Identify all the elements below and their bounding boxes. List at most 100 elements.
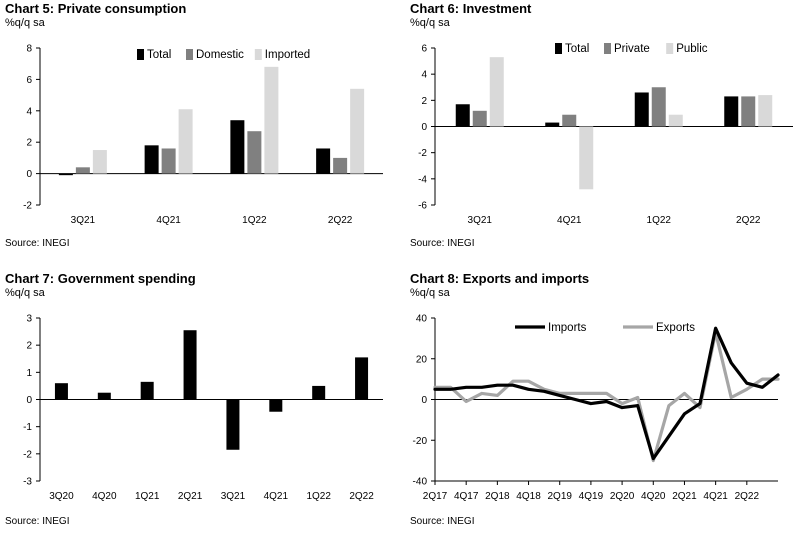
legend-swatch — [137, 49, 144, 60]
chart-title: Chart 8: Exports and imports — [410, 271, 590, 286]
private-consumption-chart: -2 0 2 4 6 8 3Q21 4Q21 1Q22 2Q22 Total Domestic Impo… — [23, 44, 383, 226]
x-tick-label: 2Q19 — [547, 491, 572, 502]
bar — [183, 330, 197, 400]
legend-label: Imports — [548, 322, 587, 334]
chart-unit: %q/q sa — [5, 17, 45, 29]
chart-title: Chart 5: Private consumption — [5, 1, 187, 16]
y-tick-label: 6 — [26, 75, 32, 86]
chart-source: Source: INEGI — [410, 516, 475, 527]
legend-swatch — [666, 43, 674, 54]
y-tick-label: -40 — [413, 477, 428, 488]
y-tick-label: 3 — [26, 314, 32, 325]
x-tick-label: 2Q22 — [349, 491, 374, 502]
legend: Imports Exports — [515, 322, 695, 334]
y-tick-label: 8 — [26, 44, 32, 55]
y-tick-label: 6 — [421, 44, 427, 55]
series-line-exports — [433, 330, 780, 463]
chart-source: Source: INEGI — [5, 516, 70, 527]
legend: Total Private Public — [555, 43, 708, 55]
bar — [316, 148, 331, 174]
bar — [161, 148, 176, 174]
y-tick-label: 40 — [416, 314, 428, 325]
exports-imports-chart: -40 -20 0 20 40 2Q17 4Q17 2Q18 4Q18 2Q19 4Q19 2Q20 4… — [413, 314, 780, 502]
x-tick-label: 1Q22 — [306, 491, 331, 502]
x-tick-label: 4Q21 — [156, 215, 181, 226]
y-tick-label: -3 — [23, 477, 32, 488]
legend-swatch — [604, 43, 611, 54]
legend-swatch — [186, 49, 193, 60]
x-tick-label: 4Q21 — [703, 491, 728, 502]
y-tick-label: -4 — [418, 174, 427, 185]
bar — [634, 92, 649, 127]
chart-source: Source: INEGI — [5, 238, 70, 249]
y-tick-label: 2 — [421, 96, 427, 107]
bar — [333, 157, 348, 174]
bar — [92, 150, 107, 174]
bar — [651, 87, 666, 127]
bar — [269, 399, 283, 412]
bar — [140, 381, 154, 400]
x-tick-label: 2Q22 — [735, 491, 760, 502]
legend-label: Imported — [265, 49, 310, 61]
bar — [97, 392, 111, 400]
x-tick-label: 3Q21 — [221, 491, 246, 502]
y-tick-label: 20 — [416, 354, 428, 365]
legend-swatch — [555, 43, 562, 54]
bar — [247, 131, 262, 174]
government-spending-chart: -3 -2 -1 0 1 2 3 3Q20 4Q20 1Q21 2Q21 3Q21 4Q21 1Q22 2Q… — [23, 314, 383, 502]
x-tick-label: 2Q21 — [672, 491, 697, 502]
x-tick-label: 2Q21 — [178, 491, 203, 502]
y-tick-label: 0 — [421, 395, 427, 406]
legend-swatch — [254, 49, 262, 60]
chart-title: Chart 6: Investment — [410, 1, 532, 16]
x-tick-label: 4Q20 — [92, 491, 117, 502]
x-tick-label: 2Q20 — [610, 491, 635, 502]
x-tick-label: 4Q17 — [454, 491, 479, 502]
bar — [489, 57, 504, 127]
bar — [355, 357, 369, 400]
x-tick-label: 4Q21 — [557, 215, 582, 226]
bar — [350, 88, 365, 174]
x-tick-label: 1Q22 — [647, 215, 672, 226]
x-tick-label: 2Q18 — [485, 491, 510, 502]
x-tick-label: 4Q21 — [264, 491, 289, 502]
y-tick-label: -1 — [23, 422, 32, 433]
y-tick-label: 0 — [26, 395, 32, 406]
chart-title: Chart 7: Government spending — [5, 271, 196, 286]
bar — [668, 114, 683, 127]
bar — [724, 96, 739, 127]
bar — [545, 122, 560, 127]
bar — [54, 383, 68, 400]
x-tick-label: 2Q22 — [736, 215, 761, 226]
legend: Total Domestic Imported — [137, 49, 310, 61]
bar — [230, 120, 245, 174]
y-tick-label: -2 — [23, 449, 32, 460]
y-tick-label: -6 — [418, 201, 427, 212]
y-tick-label: 4 — [26, 106, 32, 117]
bar — [75, 167, 90, 174]
investment-chart: -6 -4 -2 0 2 4 6 3Q21 4Q21 1Q22 2Q22 Total Private Pu… — [418, 43, 793, 226]
y-tick-label: 0 — [26, 169, 32, 180]
series-line-imports — [433, 326, 780, 461]
chart-source: Source: INEGI — [410, 238, 475, 249]
bar — [455, 104, 470, 127]
chart-unit: %q/q sa — [410, 17, 450, 29]
y-tick-label: -2 — [418, 148, 427, 159]
bar — [579, 126, 594, 190]
y-tick-label: -20 — [413, 436, 428, 447]
x-tick-label: 4Q20 — [641, 491, 666, 502]
y-tick-label: 0 — [421, 122, 427, 133]
x-tick-label: 4Q19 — [579, 491, 604, 502]
chart-unit: %q/q sa — [410, 287, 450, 299]
bar — [144, 145, 159, 174]
y-tick-label: 4 — [421, 70, 427, 81]
legend-label: Exports — [656, 322, 695, 334]
bar — [312, 385, 326, 400]
y-tick-label: 2 — [26, 341, 32, 352]
y-tick-label: 1 — [26, 368, 32, 379]
y-tick-label: 2 — [26, 138, 32, 149]
bar — [226, 399, 240, 450]
x-tick-label: 3Q20 — [49, 491, 74, 502]
bar — [758, 95, 773, 127]
bar — [178, 109, 193, 174]
